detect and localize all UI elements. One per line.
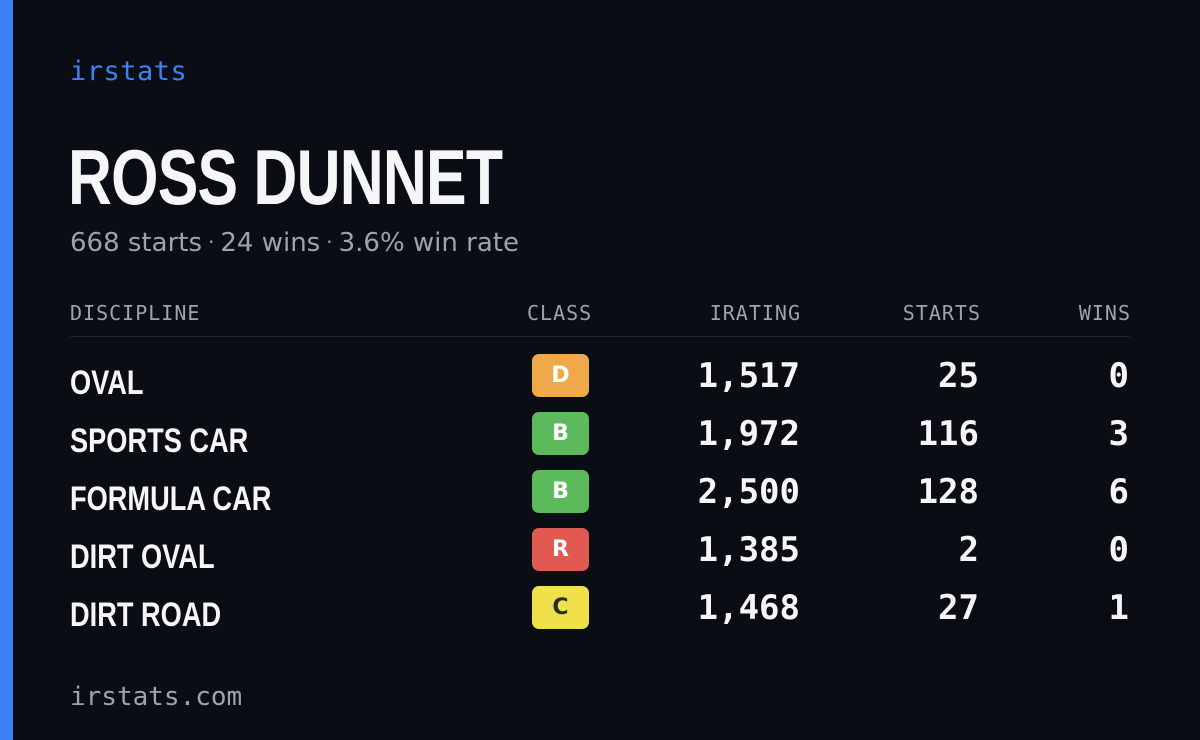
summary-wins: 24 wins [220, 228, 321, 258]
irating-value: 1,385 [697, 530, 800, 570]
discipline-name: FORMULA CAR [70, 480, 272, 518]
class-badge: B [532, 470, 589, 513]
starts-value: 27 [938, 588, 979, 628]
class-badge: D [532, 354, 589, 397]
irating-value: 2,500 [697, 472, 800, 512]
brand-logo-text: irstats [70, 56, 188, 87]
summary-win-rate: 3.6% win rate [338, 228, 519, 258]
wins-value: 6 [1108, 472, 1129, 512]
driver-summary: 668 starts · 24 wins · 3.6% win rate [70, 228, 519, 258]
table-row: DIRT OVAL R 1,385 2 0 [0, 528, 1200, 586]
class-badge: R [532, 528, 589, 571]
summary-starts: 668 starts [70, 228, 202, 258]
discipline-name: DIRT ROAD [70, 596, 222, 634]
column-header-wins: WINS [1078, 301, 1131, 325]
table-row: OVAL D 1,517 25 0 [0, 354, 1200, 412]
table-row: SPORTS CAR B 1,972 116 3 [0, 412, 1200, 470]
wins-value: 0 [1108, 356, 1129, 396]
class-badge: C [532, 586, 589, 629]
wins-value: 3 [1108, 414, 1129, 454]
discipline-name: DIRT OVAL [70, 538, 215, 576]
driver-name: ROSS DUNNET [68, 133, 503, 221]
discipline-name: SPORTS CAR [70, 422, 249, 460]
table-row: FORMULA CAR B 2,500 128 6 [0, 470, 1200, 528]
irating-value: 1,517 [697, 356, 800, 396]
header-divider [70, 336, 1130, 337]
irating-value: 1,468 [697, 588, 800, 628]
class-badge: B [532, 412, 589, 455]
column-header-irating: IRATING [709, 301, 801, 325]
accent-bar [0, 0, 13, 740]
table-row: DIRT ROAD C 1,468 27 1 [0, 586, 1200, 644]
summary-separator: · [208, 230, 215, 254]
summary-separator: · [326, 230, 333, 254]
column-header-discipline: DISCIPLINE [70, 301, 201, 325]
irating-value: 1,972 [697, 414, 800, 454]
column-header-starts: STARTS [902, 301, 981, 325]
starts-value: 128 [917, 472, 979, 512]
starts-value: 2 [958, 530, 979, 570]
starts-value: 25 [938, 356, 979, 396]
discipline-name: OVAL [70, 364, 144, 402]
starts-value: 116 [917, 414, 979, 454]
footer-url: irstats.com [70, 682, 243, 712]
wins-value: 1 [1108, 588, 1129, 628]
wins-value: 0 [1108, 530, 1129, 570]
column-header-class: CLASS [527, 301, 593, 325]
